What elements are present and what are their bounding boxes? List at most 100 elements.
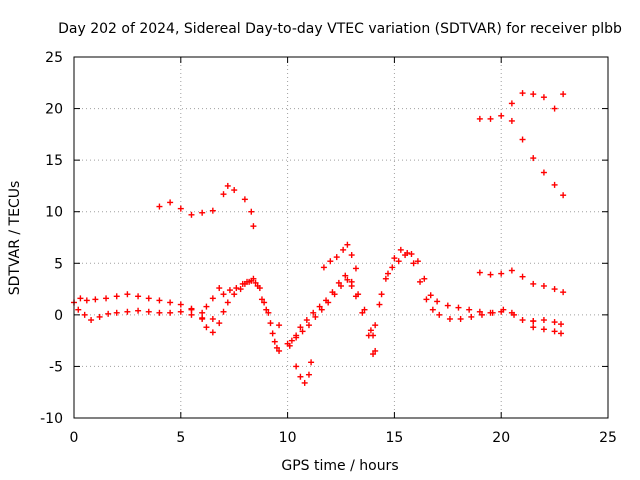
data-point <box>276 347 283 354</box>
data-point <box>466 306 473 313</box>
data-point <box>265 309 272 316</box>
data-point <box>293 334 300 341</box>
data-point <box>81 311 88 318</box>
data-point <box>342 272 349 279</box>
data-point <box>77 295 84 302</box>
data-point <box>389 264 396 271</box>
data-point <box>478 311 485 318</box>
data-point <box>167 309 174 316</box>
series-arc-i <box>286 276 377 358</box>
series-arc-f <box>269 330 283 354</box>
data-point <box>299 328 306 335</box>
data-point <box>177 301 184 308</box>
series-arc-a <box>71 291 216 322</box>
series-arc-j <box>293 359 315 386</box>
data-point <box>167 299 174 306</box>
x-tick-label: 25 <box>599 430 617 446</box>
data-point <box>436 311 443 318</box>
data-point <box>391 255 398 262</box>
data-point <box>434 298 441 305</box>
data-point <box>88 317 95 324</box>
data-point <box>397 246 404 253</box>
data-point <box>237 286 244 293</box>
series-arc-q <box>476 112 567 199</box>
data-point <box>305 322 312 329</box>
series-arc-c <box>156 182 257 230</box>
data-point <box>333 254 340 261</box>
x-axis-label: GPS time / hours <box>281 458 398 474</box>
x-tick-label: 15 <box>385 430 403 446</box>
data-point <box>500 306 507 313</box>
data-point <box>188 211 195 218</box>
data-point <box>156 309 163 316</box>
series-arc-b <box>75 306 206 324</box>
data-point <box>498 270 505 277</box>
data-point <box>250 223 257 230</box>
data-point <box>305 371 312 378</box>
x-tick-label: 5 <box>176 430 185 446</box>
data-point <box>331 291 338 298</box>
data-point <box>457 315 464 322</box>
data-point <box>530 91 537 98</box>
data-point <box>293 363 300 370</box>
data-point <box>344 276 351 283</box>
data-point <box>384 270 391 277</box>
data-point <box>231 291 238 298</box>
data-point <box>476 269 483 276</box>
data-point <box>558 330 565 337</box>
data-point <box>220 308 227 315</box>
tick-labels: 0 5 10 15 20 25 -10 -5 0 5 10 15 20 25 <box>40 50 617 446</box>
chart-title: Day 202 of 2024, Sidereal Day-to-day VTE… <box>58 21 622 37</box>
data-point <box>288 337 295 344</box>
data-point <box>519 273 526 280</box>
data-point <box>167 199 174 206</box>
data-point <box>286 342 293 349</box>
data-point <box>135 293 142 300</box>
data-point <box>359 309 366 316</box>
data-point <box>271 338 278 345</box>
data-point <box>417 278 424 285</box>
y-tick-label: 0 <box>54 308 63 324</box>
data-point <box>267 320 274 327</box>
series-arc-o <box>530 317 565 328</box>
data-point <box>404 249 411 256</box>
data-point <box>344 241 351 248</box>
data-point <box>83 297 90 304</box>
data-point <box>427 292 434 299</box>
data-point <box>487 115 494 122</box>
data-point <box>429 306 436 313</box>
data-point <box>560 289 567 296</box>
data-point <box>318 306 325 313</box>
data-point <box>540 326 547 333</box>
data-point <box>487 271 494 278</box>
data-point <box>551 328 558 335</box>
data-point <box>220 291 227 298</box>
data-point <box>209 315 216 322</box>
y-tick-label: -5 <box>49 359 63 375</box>
data-point <box>519 136 526 143</box>
y-tick-label: 20 <box>45 102 63 118</box>
series-arc-r <box>508 90 567 112</box>
y-tick-label: 10 <box>45 205 63 221</box>
data-point <box>312 313 319 320</box>
data-point <box>145 295 152 302</box>
data-point <box>476 115 483 122</box>
data-point <box>519 90 526 97</box>
data-point <box>145 308 152 315</box>
data-point <box>105 310 112 317</box>
data-point <box>244 278 251 285</box>
y-tick-label: -10 <box>40 411 63 427</box>
data-point <box>551 286 558 293</box>
data-point <box>378 291 385 298</box>
data-point <box>560 192 567 199</box>
data-point <box>370 351 377 358</box>
data-point <box>248 208 255 215</box>
data-point <box>376 301 383 308</box>
data-point <box>551 319 558 326</box>
y-tick-label: 25 <box>45 50 63 66</box>
data-point <box>325 299 332 306</box>
data-point <box>340 246 347 253</box>
data-point <box>156 297 163 304</box>
data-point <box>252 279 259 286</box>
